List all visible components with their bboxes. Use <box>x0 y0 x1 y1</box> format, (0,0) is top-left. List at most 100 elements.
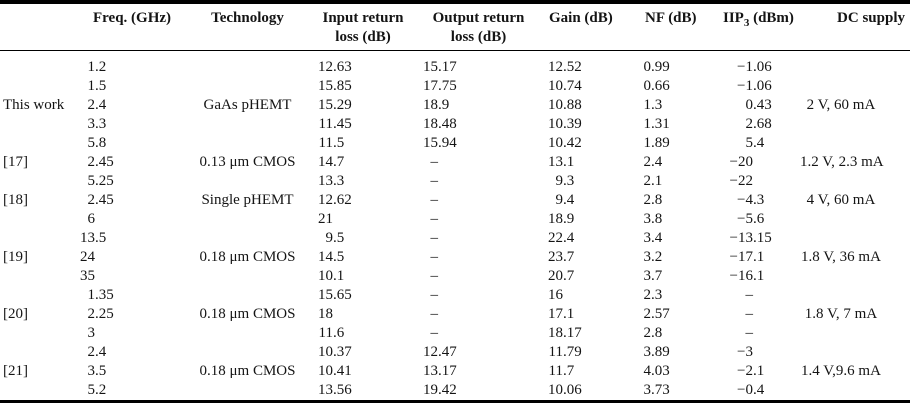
cell-dc-supply: 2 V, 60 mA <box>806 97 876 113</box>
cell-input-return-loss: 11.6 <box>318 325 345 341</box>
col-header-frequency: Freq. (GHz) <box>77 2 190 51</box>
cell-dc-supply: 1.2 V, 2.3 mA <box>800 154 884 170</box>
cell-technology: 0.18 μm CMOS <box>199 363 296 379</box>
cell-reference <box>0 286 77 305</box>
cell-dc-supply: 1.8 V, 36 mA <box>801 249 881 265</box>
cell-gain: 18.17 <box>548 325 582 341</box>
cell-technology <box>190 77 305 96</box>
cell-reference: [19] <box>3 249 28 265</box>
cell-output-return-loss: 12.47 <box>423 344 457 360</box>
cell-iip3: – <box>745 306 754 322</box>
table-row: 1.5 15.85 17.75 10.74 0.66 −1.06 <box>0 77 910 96</box>
cell-gain: 22.4 <box>548 230 575 246</box>
cell-output-return-loss: 15.94 <box>423 135 457 151</box>
cell-dc-supply: 4 V, 60 mA <box>806 192 876 208</box>
cell-reference <box>0 229 77 248</box>
table-row: [20] 2.25 0.18 μm CMOS 18 – 17.1 2.57 – … <box>0 305 910 324</box>
cell-iip3: −20 <box>729 154 753 170</box>
cell-output-return-loss: – <box>430 325 439 341</box>
cell-noise-figure: 0.66 <box>643 78 670 94</box>
cell-input-return-loss: 9.5 <box>325 230 345 246</box>
cell-noise-figure: 3.89 <box>643 344 670 360</box>
cell-reference <box>0 115 77 134</box>
col-header-output-return-loss: Output return loss (dB) <box>421 2 545 51</box>
cell-reference <box>0 210 77 229</box>
cell-reference: This work <box>3 97 65 113</box>
col-header-technology: Technology <box>190 2 305 51</box>
cell-input-return-loss: 15.85 <box>318 78 352 94</box>
cell-technology <box>190 267 305 286</box>
cell-input-return-loss: 11.45 <box>318 116 352 132</box>
cell-iip3: 5.4 <box>745 135 765 151</box>
cell-frequency: 1.5 <box>87 78 107 94</box>
col-header-iip3: IIP3 (dBm) <box>712 2 800 51</box>
cell-input-return-loss: 18 <box>318 306 333 322</box>
cell-frequency: 35 <box>80 268 95 284</box>
cell-gain: 10.39 <box>548 116 582 132</box>
cell-frequency: 3.5 <box>87 363 107 379</box>
col-header-reference <box>0 2 77 51</box>
cell-frequency: 5.8 <box>87 135 107 151</box>
table-row: 5.25 13.3 – 9.3 2.1 −22 <box>0 172 910 191</box>
cell-noise-figure: 2.3 <box>643 287 663 303</box>
cell-output-return-loss: 19.42 <box>423 382 457 398</box>
table-row: [19] 24 0.18 μm CMOS 14.5 – 23.7 3.2 −17… <box>0 248 910 267</box>
table-row: 3 11.6 – 18.17 2.8 – <box>0 324 910 343</box>
cell-gain: 10.42 <box>548 135 582 151</box>
cell-dc-supply: 1.8 V, 7 mA <box>804 306 878 322</box>
cell-gain: 10.06 <box>548 382 582 398</box>
cell-frequency: 2.25 <box>87 306 114 322</box>
cell-iip3: −16.1 <box>729 268 765 284</box>
cell-gain: 11.7 <box>548 363 575 379</box>
cell-reference: [20] <box>3 306 28 322</box>
table-row: 13.5 9.5 – 22.4 3.4 −13.15 <box>0 229 910 248</box>
cell-input-return-loss: 13.56 <box>318 382 352 398</box>
cell-reference: [18] <box>3 192 28 208</box>
table-body: 1.2 12.63 15.17 12.52 0.99 −1.06 1.5 15.… <box>0 51 910 402</box>
cell-reference <box>0 381 77 402</box>
cell-frequency: 6 <box>87 211 96 227</box>
cell-input-return-loss: 15.29 <box>318 97 352 113</box>
cell-output-return-loss: – <box>430 173 439 189</box>
cell-noise-figure: 0.99 <box>643 59 670 75</box>
cell-iip3: −1.06 <box>737 78 772 94</box>
cell-noise-figure: 2.4 <box>643 154 663 170</box>
cell-dc-supply <box>800 381 910 402</box>
cell-gain: 12.52 <box>548 59 582 75</box>
cell-iip3: −5.6 <box>737 211 765 227</box>
cell-frequency: 1.35 <box>87 287 114 303</box>
cell-frequency: 5.25 <box>87 173 114 189</box>
cell-iip3: −17.1 <box>729 249 765 265</box>
cell-noise-figure: 2.1 <box>643 173 663 189</box>
cell-technology <box>190 324 305 343</box>
cell-input-return-loss: 10.1 <box>318 268 345 284</box>
cell-technology: 0.18 μm CMOS <box>199 249 296 265</box>
cell-gain: 16 <box>548 287 563 303</box>
cell-frequency: 3.3 <box>87 116 107 132</box>
cell-output-return-loss: – <box>430 230 439 246</box>
cell-noise-figure: 1.89 <box>643 135 670 151</box>
cell-technology <box>190 210 305 229</box>
cell-gain: 11.79 <box>548 344 582 360</box>
cell-output-return-loss: 18.9 <box>423 97 450 113</box>
cell-frequency: 2.45 <box>87 192 114 208</box>
cell-frequency: 2.4 <box>87 97 107 113</box>
col-header-noise-figure: NF (dB) <box>641 2 712 51</box>
table-row: [17] 2.45 0.13 μm CMOS 14.7 – 13.1 2.4 −… <box>0 153 910 172</box>
cell-gain: 23.7 <box>548 249 575 265</box>
cell-gain: 9.4 <box>555 192 575 208</box>
cell-technology <box>190 134 305 153</box>
cell-gain: 13.1 <box>548 154 575 170</box>
cell-frequency: 2.45 <box>87 154 114 170</box>
cell-frequency: 5.2 <box>87 382 107 398</box>
cell-iip3: 0.43 <box>745 97 772 113</box>
cell-iip3: −0.4 <box>737 382 765 398</box>
cell-noise-figure: 2.57 <box>643 306 670 322</box>
table-row: 1.2 12.63 15.17 12.52 0.99 −1.06 <box>0 51 910 78</box>
cell-output-return-loss: – <box>430 192 439 208</box>
cell-output-return-loss: – <box>430 287 439 303</box>
table-row: 5.2 13.56 19.42 10.06 3.73 −0.4 <box>0 381 910 402</box>
cell-output-return-loss: 15.17 <box>423 59 457 75</box>
cell-iip3: – <box>745 287 754 303</box>
